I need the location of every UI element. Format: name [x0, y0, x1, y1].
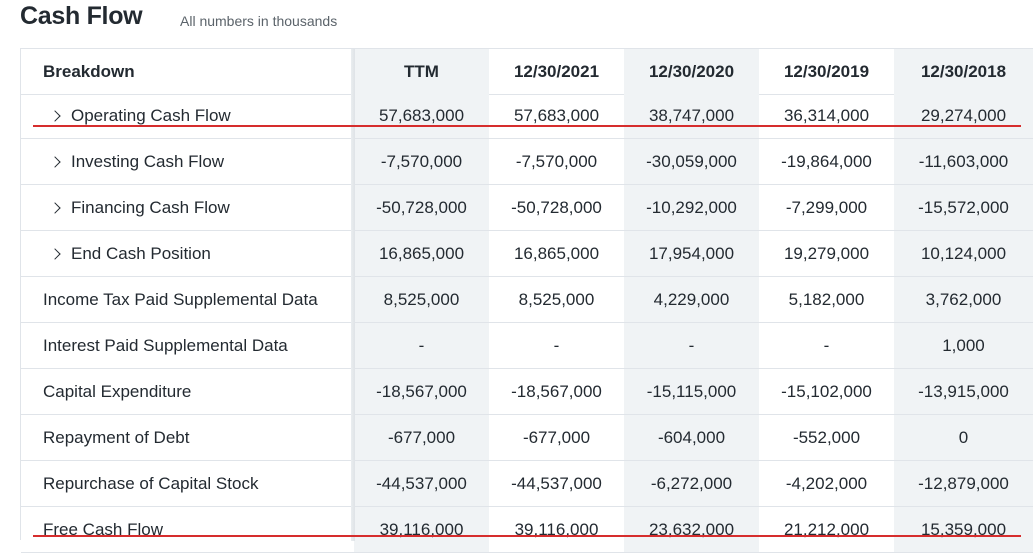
value-cell: -7,570,000: [515, 151, 598, 171]
value-cell: 38,747,000: [624, 93, 759, 138]
value-cell: -: [624, 323, 759, 368]
value-cell: 36,314,000: [783, 105, 870, 125]
table-row: Free Cash Flow 39,116,000 39,116,000 23,632…: [21, 507, 1033, 553]
table-row[interactable]: Investing Cash Flow -7,570,000 -7,570,000 -…: [21, 139, 1033, 185]
row-label-text: Financing Cash Flow: [71, 197, 230, 217]
row-label[interactable]: Financing Cash Flow: [21, 185, 354, 230]
row-label-text: Free Cash Flow: [43, 519, 163, 539]
value-cell: 57,683,000: [513, 105, 600, 125]
value-cell: -18,567,000: [354, 369, 489, 414]
row-label-text: Income Tax Paid Supplemental Data: [43, 289, 318, 309]
value-cell: -: [823, 335, 830, 355]
table-row: Income Tax Paid Supplemental Data 8,525,0…: [21, 277, 1033, 323]
row-label: Free Cash Flow: [21, 507, 354, 552]
annotation-underline: [33, 535, 1021, 537]
value-cell: 21,212,000: [783, 519, 870, 539]
chevron-right-icon[interactable]: [49, 155, 61, 168]
value-cell: -604,000: [624, 415, 759, 460]
value-cell: 1,000: [894, 323, 1033, 368]
value-cell: 23,632,000: [624, 507, 759, 552]
row-label-text: Repayment of Debt: [43, 427, 190, 447]
annotation-underline: [33, 125, 1021, 127]
value-cell: -552,000: [792, 427, 861, 447]
value-cell: -15,115,000: [624, 369, 759, 414]
value-cell: 5,182,000: [788, 289, 865, 309]
value-cell: -: [354, 323, 489, 368]
chevron-right-icon[interactable]: [49, 201, 61, 214]
value-cell: -19,864,000: [781, 151, 872, 171]
value-cell: -50,728,000: [354, 185, 489, 230]
value-cell: -4,202,000: [785, 473, 868, 493]
breakdown-header: Breakdown: [43, 61, 135, 81]
value-cell: 39,116,000: [354, 507, 489, 552]
value-cell: 0: [894, 415, 1033, 460]
row-label-text: End Cash Position: [71, 243, 211, 263]
units-note: All numbers in thousands: [180, 13, 338, 29]
row-label-text: Repurchase of Capital Stock: [43, 473, 259, 493]
page-title: Cash Flow: [20, 2, 143, 30]
value-cell: 29,274,000: [894, 93, 1033, 138]
value-cell: 8,525,000: [354, 277, 489, 322]
value-cell: 57,683,000: [354, 93, 489, 138]
row-label-text: Operating Cash Flow: [71, 105, 231, 125]
row-label[interactable]: Operating Cash Flow: [21, 93, 354, 138]
chevron-right-icon[interactable]: [49, 247, 61, 260]
value-cell: -10,292,000: [624, 185, 759, 230]
row-label: Repayment of Debt: [21, 415, 354, 460]
column-header: TTM: [354, 49, 489, 94]
value-cell: -6,272,000: [624, 461, 759, 506]
value-cell: -13,915,000: [894, 369, 1033, 414]
table-row[interactable]: Operating Cash Flow 57,683,000 57,683,000 3…: [21, 93, 1033, 139]
table-row: Capital Expenditure -18,567,000 -18,567,00…: [21, 369, 1033, 415]
value-cell: 8,525,000: [518, 289, 595, 309]
value-cell: -30,059,000: [624, 139, 759, 184]
column-header: 12/30/2018: [894, 49, 1033, 94]
value-cell: -15,572,000: [894, 185, 1033, 230]
table-row: Repayment of Debt -677,000 -677,000 -604,00…: [21, 415, 1033, 461]
column-header: 12/30/2020: [624, 49, 759, 94]
row-label: Interest Paid Supplemental Data: [21, 323, 354, 368]
value-cell: -677,000: [354, 415, 489, 460]
chevron-right-icon[interactable]: [49, 109, 61, 122]
row-label[interactable]: Investing Cash Flow: [21, 139, 354, 184]
row-label-text: Interest Paid Supplemental Data: [43, 335, 288, 355]
value-cell: 10,124,000: [894, 231, 1033, 276]
table-row: Repurchase of Capital Stock -44,537,000 -4…: [21, 461, 1033, 507]
table-header-row: Breakdown TTM 12/30/2021 12/30/2020 12/3…: [21, 49, 1033, 95]
row-label-text: Capital Expenditure: [43, 381, 192, 401]
value-cell: 15,359,000: [894, 507, 1033, 552]
value-cell: -: [553, 335, 560, 355]
value-cell: 17,954,000: [624, 231, 759, 276]
value-cell: 16,865,000: [513, 243, 600, 263]
table-row[interactable]: End Cash Position 16,865,000 16,865,000 17,…: [21, 231, 1033, 277]
value-cell: 4,229,000: [624, 277, 759, 322]
value-cell: -12,879,000: [894, 461, 1033, 506]
value-cell: -7,570,000: [354, 139, 489, 184]
row-label: Repurchase of Capital Stock: [21, 461, 354, 506]
table-row: Interest Paid Supplemental Data - - - - 1,000: [21, 323, 1033, 369]
value-cell: 3,762,000: [894, 277, 1033, 322]
row-label: Capital Expenditure: [21, 369, 354, 414]
value-cell: -677,000: [522, 427, 591, 447]
value-cell: -50,728,000: [511, 197, 602, 217]
value-cell: -18,567,000: [511, 381, 602, 401]
column-divider: [351, 49, 355, 541]
column-header: 12/30/2019: [783, 61, 870, 81]
value-cell: -44,537,000: [354, 461, 489, 506]
value-cell: -11,603,000: [894, 139, 1033, 184]
value-cell: -15,102,000: [781, 381, 872, 401]
value-cell: 16,865,000: [354, 231, 489, 276]
value-cell: -7,299,000: [785, 197, 868, 217]
value-cell: -44,537,000: [511, 473, 602, 493]
row-label: Income Tax Paid Supplemental Data: [21, 277, 354, 322]
value-cell: 19,279,000: [783, 243, 870, 263]
value-cell: 39,116,000: [514, 519, 599, 539]
row-label-text: Investing Cash Flow: [71, 151, 225, 171]
row-label[interactable]: End Cash Position: [21, 231, 354, 276]
table-row[interactable]: Financing Cash Flow -50,728,000 -50,728,00…: [21, 185, 1033, 231]
cash-flow-table: Breakdown TTM 12/30/2021 12/30/2020 12/3…: [20, 48, 1033, 553]
column-header: 12/30/2021: [513, 61, 600, 81]
